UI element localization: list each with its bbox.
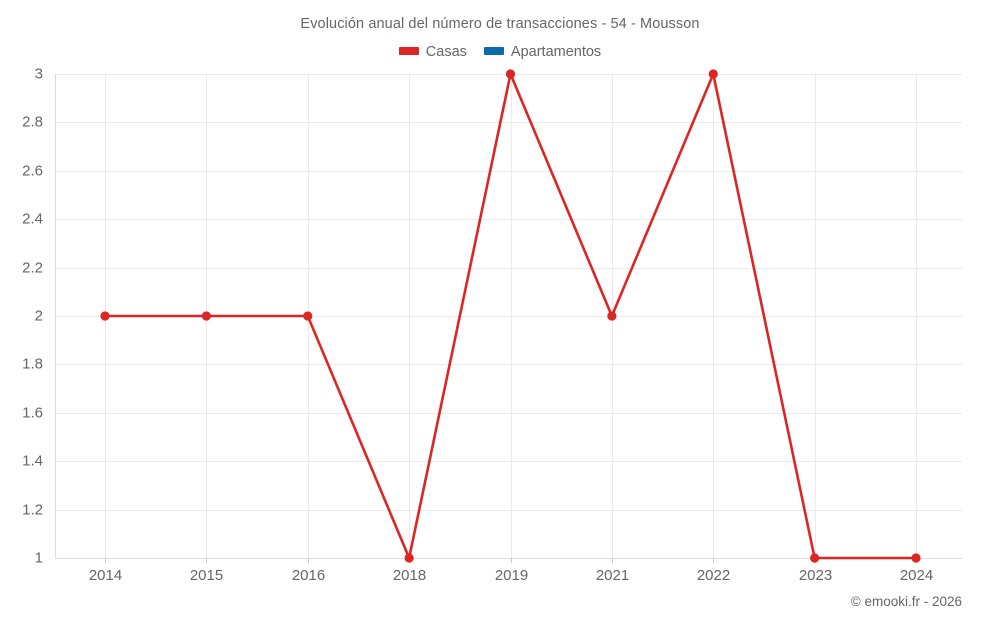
data-point-casas[interactable] bbox=[810, 553, 820, 563]
x-tick-label: 2024 bbox=[900, 567, 933, 584]
data-point-casas[interactable] bbox=[911, 553, 921, 563]
y-tick-label: 1.2 bbox=[22, 501, 43, 518]
x-tick-label: 2021 bbox=[596, 567, 629, 584]
data-point-casas[interactable] bbox=[100, 311, 110, 321]
legend-item-apartamentos[interactable]: Apartamentos bbox=[483, 43, 602, 60]
y-tick-label: 2.2 bbox=[22, 259, 43, 276]
footer-credit: © emooki.fr - 2026 bbox=[850, 594, 962, 609]
legend-swatch-casas bbox=[398, 47, 419, 56]
x-tick-label: 2018 bbox=[393, 567, 426, 584]
data-point-casas[interactable] bbox=[607, 311, 617, 321]
y-tick-label: 1 bbox=[35, 549, 43, 566]
y-tick-label: 3 bbox=[35, 65, 43, 82]
x-tick-label: 2023 bbox=[799, 567, 832, 584]
legend-swatch-apartamentos bbox=[483, 47, 504, 56]
y-tick-label: 1.4 bbox=[22, 452, 43, 469]
y-tick-label: 2.4 bbox=[22, 210, 43, 227]
data-point-casas[interactable] bbox=[201, 311, 211, 321]
x-tick-label: 2022 bbox=[697, 567, 730, 584]
x-tick-label: 2015 bbox=[190, 567, 223, 584]
legend-label-casas: Casas bbox=[425, 43, 467, 60]
x-tick-label: 2014 bbox=[89, 567, 122, 584]
x-tick-label: 2019 bbox=[495, 567, 528, 584]
chart-legend: Casas Apartamentos bbox=[0, 44, 1000, 59]
legend-item-casas[interactable]: Casas bbox=[398, 43, 467, 60]
y-tick-label: 1.6 bbox=[22, 404, 43, 421]
data-point-casas[interactable] bbox=[404, 553, 414, 563]
y-tick-label: 2.6 bbox=[22, 162, 43, 179]
chart-title: Evolución anual del número de transaccio… bbox=[300, 16, 700, 32]
y-tick-label: 2 bbox=[35, 307, 43, 324]
data-point-casas[interactable] bbox=[505, 69, 516, 79]
data-point-casas[interactable] bbox=[303, 311, 313, 321]
legend-label-apartamentos: Apartamentos bbox=[510, 43, 602, 60]
data-point-casas[interactable] bbox=[708, 69, 718, 79]
y-tick-label: 1.8 bbox=[22, 355, 43, 372]
y-tick-label: 2.8 bbox=[22, 113, 43, 130]
x-tick-label: 2016 bbox=[292, 567, 325, 584]
